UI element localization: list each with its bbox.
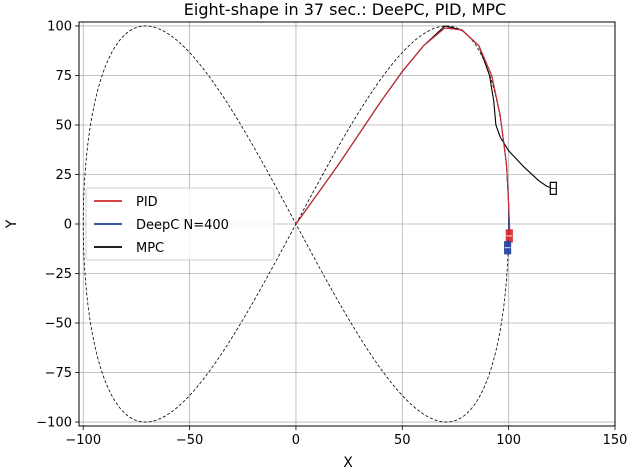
- y-tick-label: 100: [47, 19, 72, 34]
- y-tick-label: −100: [36, 416, 72, 431]
- y-tick-label: −75: [45, 366, 72, 381]
- series-line-pid: [295, 27, 511, 236]
- data-layer: [82, 25, 557, 423]
- plot-area: [78, 21, 616, 427]
- x-tick-label: 150: [603, 433, 628, 448]
- y-tick-label: −25: [45, 267, 72, 282]
- x-axis-ticks: −100 −50 0 50 100 150: [65, 426, 627, 448]
- legend: PID DeepC N=400 MPC: [85, 187, 275, 261]
- x-tick-label: 100: [496, 433, 521, 448]
- y-tick-label: 25: [55, 168, 72, 183]
- y-axis-ticks: 100 75 50 25 0 −25 −50 −75 −100: [36, 19, 79, 431]
- legend-label: DeepC N=400: [136, 218, 229, 233]
- legend-label: PID: [136, 195, 158, 210]
- y-tick-label: 75: [55, 69, 72, 84]
- x-tick-label: 0: [292, 433, 300, 448]
- chart-title: Eight-shape in 37 sec.: DeePC, PID, MPC: [184, 0, 506, 19]
- y-tick-label: 0: [64, 218, 72, 233]
- x-tick-label: 50: [394, 433, 411, 448]
- y-axis-label: Y: [4, 219, 20, 229]
- x-tick-label: −100: [65, 433, 101, 448]
- y-tick-label: 50: [55, 118, 72, 133]
- x-axis-label: X: [343, 455, 353, 471]
- y-tick-label: −50: [45, 317, 72, 332]
- legend-label: MPC: [136, 241, 164, 256]
- legend-box: [85, 187, 275, 261]
- x-tick-label: −50: [176, 433, 203, 448]
